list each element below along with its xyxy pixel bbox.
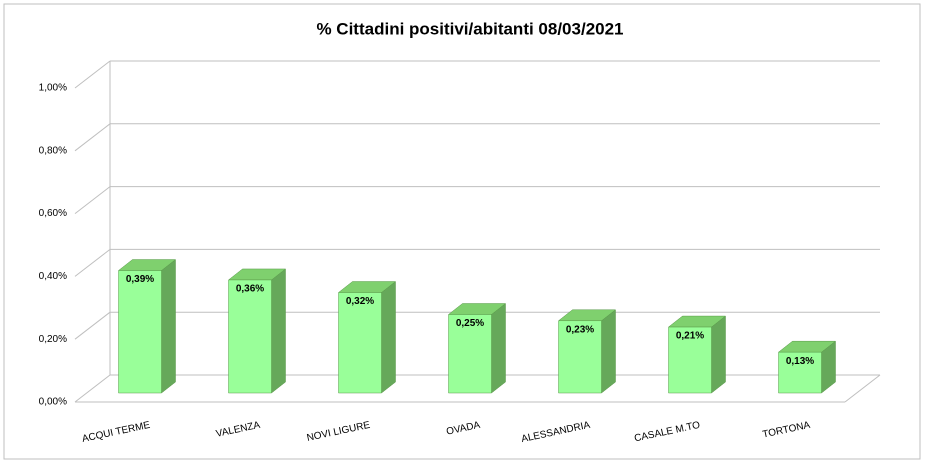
grid-line [74, 186, 111, 214]
y-tick-label: 0,40% [39, 271, 67, 282]
chart-title: % Cittadini positivi/abitanti 08/03/2021 [316, 19, 623, 38]
bar-side [711, 315, 726, 394]
bar-front [228, 279, 272, 394]
bar [447, 302, 507, 394]
bar-front [338, 292, 382, 394]
y-tick-label: 0,00% [39, 397, 67, 408]
value-label: 0,25% [456, 318, 484, 329]
value-label: 0,39% [126, 274, 154, 285]
bar-side [491, 302, 506, 394]
bar-front [118, 270, 162, 394]
bar [557, 309, 617, 394]
bar [667, 315, 727, 394]
bar-side [381, 281, 396, 394]
bar-front [448, 314, 492, 394]
y-tick-label: 0,20% [39, 334, 67, 345]
grid-line [74, 60, 111, 89]
y-tick-label: 1,00% [39, 83, 67, 94]
value-label: 0,21% [676, 331, 704, 342]
grid-line [74, 123, 111, 152]
value-label: 0,23% [566, 324, 594, 335]
value-label: 0,32% [346, 296, 374, 307]
bar [337, 281, 397, 394]
bar-front [668, 326, 712, 394]
y-tick-label: 0,80% [39, 145, 67, 156]
bar [117, 259, 177, 394]
bar [227, 268, 287, 394]
bar-front [778, 351, 822, 394]
bar [777, 340, 837, 394]
bar-side [271, 268, 286, 394]
value-label: 0,36% [236, 284, 264, 295]
value-label: 0,13% [786, 356, 814, 367]
grid-line [74, 311, 111, 340]
bar-side [161, 259, 176, 394]
grid-line [74, 249, 111, 277]
grid-line [74, 374, 111, 403]
floor-right [844, 374, 881, 403]
bar-side [601, 309, 616, 394]
y-tick-label: 0,60% [39, 208, 67, 219]
bar-front [558, 320, 602, 394]
